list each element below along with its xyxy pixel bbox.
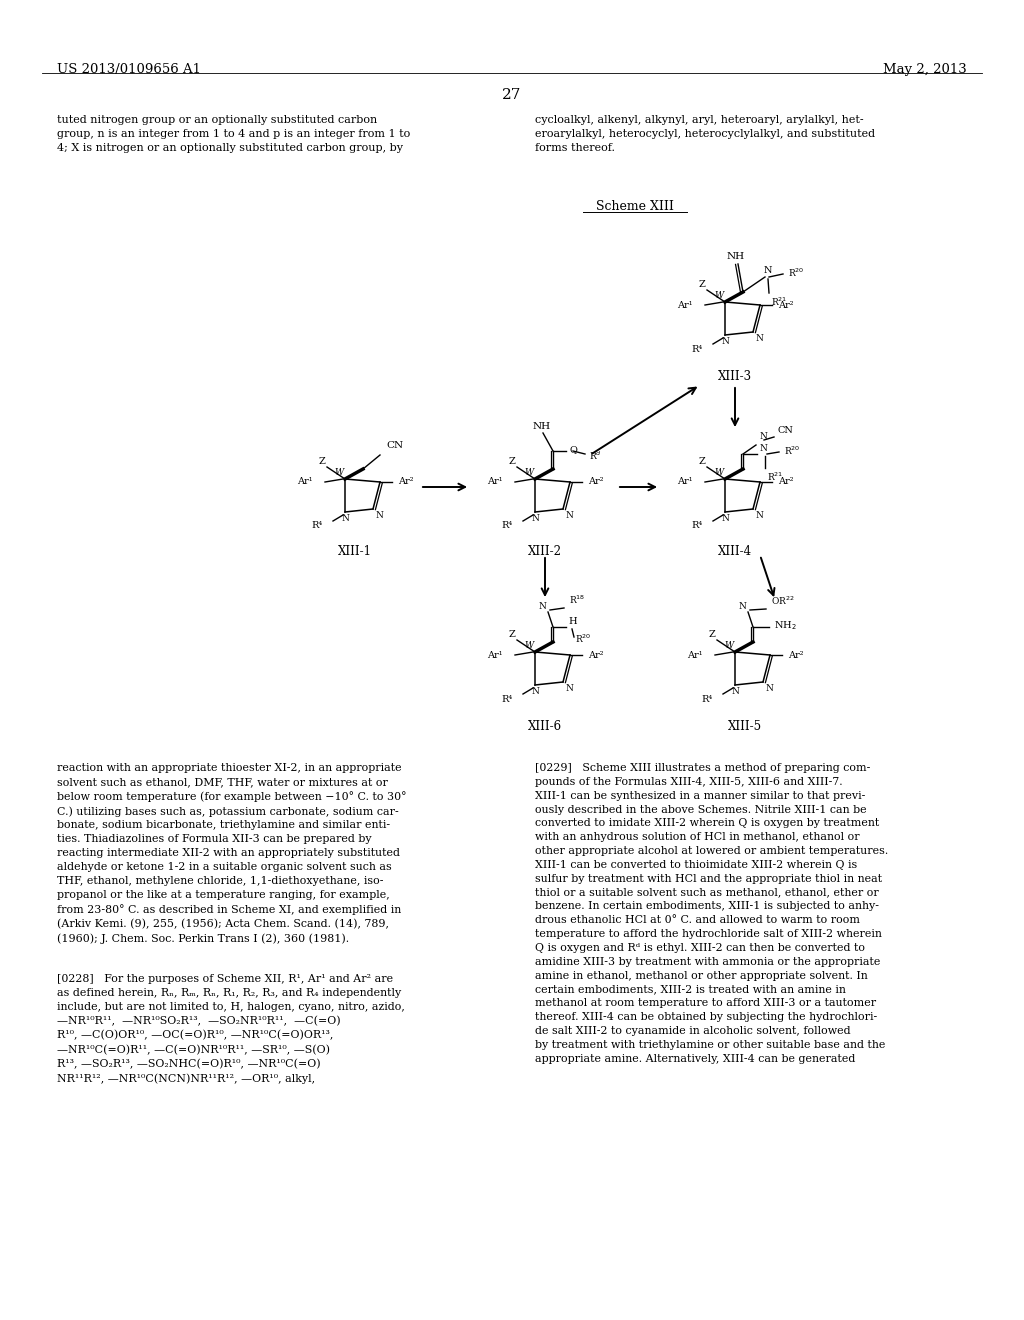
Text: Ar¹: Ar¹ [687, 651, 703, 660]
Text: N: N [721, 337, 729, 346]
Text: R$^{20}$: R$^{20}$ [575, 632, 592, 645]
Text: N: N [565, 684, 572, 693]
Text: Ar²: Ar² [788, 651, 804, 660]
Text: N: N [539, 602, 546, 611]
Text: N: N [765, 684, 773, 693]
Text: tuted nitrogen group or an optionally substituted carbon
group, n is an integer : tuted nitrogen group or an optionally su… [57, 115, 411, 153]
Text: N: N [731, 686, 739, 696]
Text: N: N [375, 511, 383, 520]
Text: XIII-6: XIII-6 [528, 719, 562, 733]
Text: N: N [565, 511, 572, 520]
Text: N: N [531, 513, 539, 523]
Text: R$^{18}$: R$^{18}$ [569, 594, 586, 606]
Text: R$^{21}$: R$^{21}$ [767, 471, 783, 483]
Text: XIII-2: XIII-2 [528, 545, 562, 558]
Text: W: W [524, 469, 534, 477]
Text: US 2013/0109656 A1: US 2013/0109656 A1 [57, 63, 201, 77]
Text: XIII-5: XIII-5 [728, 719, 762, 733]
Text: Ar¹: Ar¹ [297, 478, 313, 487]
Text: W: W [725, 642, 734, 649]
Text: W: W [715, 290, 724, 300]
Text: XIII-1: XIII-1 [338, 545, 372, 558]
Text: R⁴: R⁴ [692, 521, 703, 531]
Text: [0229]   Scheme XIII illustrates a method of preparing com-
pounds of the Formul: [0229] Scheme XIII illustrates a method … [535, 763, 888, 1064]
Text: W: W [524, 642, 534, 649]
Text: CN: CN [386, 441, 403, 450]
Text: R$^{20}$: R$^{20}$ [784, 445, 801, 457]
Text: Ar¹: Ar¹ [677, 301, 693, 309]
Text: R⁴: R⁴ [692, 345, 703, 354]
Text: Scheme XIII: Scheme XIII [596, 201, 674, 213]
Text: W: W [715, 469, 724, 477]
Text: R⁴: R⁴ [502, 694, 513, 704]
Text: Ar²: Ar² [778, 301, 794, 309]
Text: reaction with an appropriate thioester XI-2, in an appropriate
solvent such as e: reaction with an appropriate thioester X… [57, 763, 407, 944]
Text: Ar¹: Ar¹ [487, 478, 503, 487]
Text: N: N [760, 444, 768, 453]
Text: N: N [531, 686, 539, 696]
Text: [0228]   For the purposes of Scheme XII, R¹, Ar¹ and Ar² are
as defined herein, : [0228] For the purposes of Scheme XII, R… [57, 974, 404, 1084]
Text: NH$_2$: NH$_2$ [774, 619, 797, 632]
Text: N: N [738, 602, 746, 611]
Text: Z: Z [318, 457, 325, 466]
Text: W: W [335, 469, 344, 477]
Text: Z: Z [508, 457, 515, 466]
Text: Z: Z [508, 630, 515, 639]
Text: R⁴: R⁴ [701, 694, 713, 704]
Text: Q: Q [569, 446, 577, 454]
Text: CN: CN [778, 426, 794, 436]
Text: cycloalkyl, alkenyl, alkynyl, aryl, heteroaryl, arylalkyl, het-
eroarylalkyl, he: cycloalkyl, alkenyl, alkynyl, aryl, hete… [535, 115, 876, 153]
Text: 27: 27 [503, 88, 521, 102]
Text: Z: Z [709, 630, 715, 639]
Text: R⁴: R⁴ [311, 521, 323, 531]
Text: N: N [755, 511, 763, 520]
Text: NH: NH [532, 422, 551, 432]
Text: H: H [568, 616, 577, 626]
Text: OR$^{22}$: OR$^{22}$ [771, 594, 795, 607]
Text: Z: Z [698, 280, 705, 289]
Text: N: N [721, 513, 729, 523]
Text: N: N [764, 267, 772, 275]
Text: Ar¹: Ar¹ [487, 651, 503, 660]
Text: Ar¹: Ar¹ [677, 478, 693, 487]
Text: Z: Z [698, 457, 705, 466]
Text: Ar²: Ar² [588, 651, 603, 660]
Text: Ar²: Ar² [588, 478, 603, 487]
Text: XIII-4: XIII-4 [718, 545, 752, 558]
Text: N: N [341, 513, 349, 523]
Text: R$^{21}$: R$^{21}$ [771, 296, 787, 309]
Text: Ar²: Ar² [778, 478, 794, 487]
Text: N: N [755, 334, 763, 343]
Text: NH: NH [727, 252, 745, 261]
Text: XIII-3: XIII-3 [718, 370, 752, 383]
Text: R$^{20}$: R$^{20}$ [788, 267, 805, 280]
Text: R$^d$: R$^d$ [589, 450, 602, 462]
Text: Ar²: Ar² [398, 478, 414, 487]
Text: R⁴: R⁴ [502, 521, 513, 531]
Text: N: N [760, 432, 768, 441]
Text: May 2, 2013: May 2, 2013 [884, 63, 967, 77]
